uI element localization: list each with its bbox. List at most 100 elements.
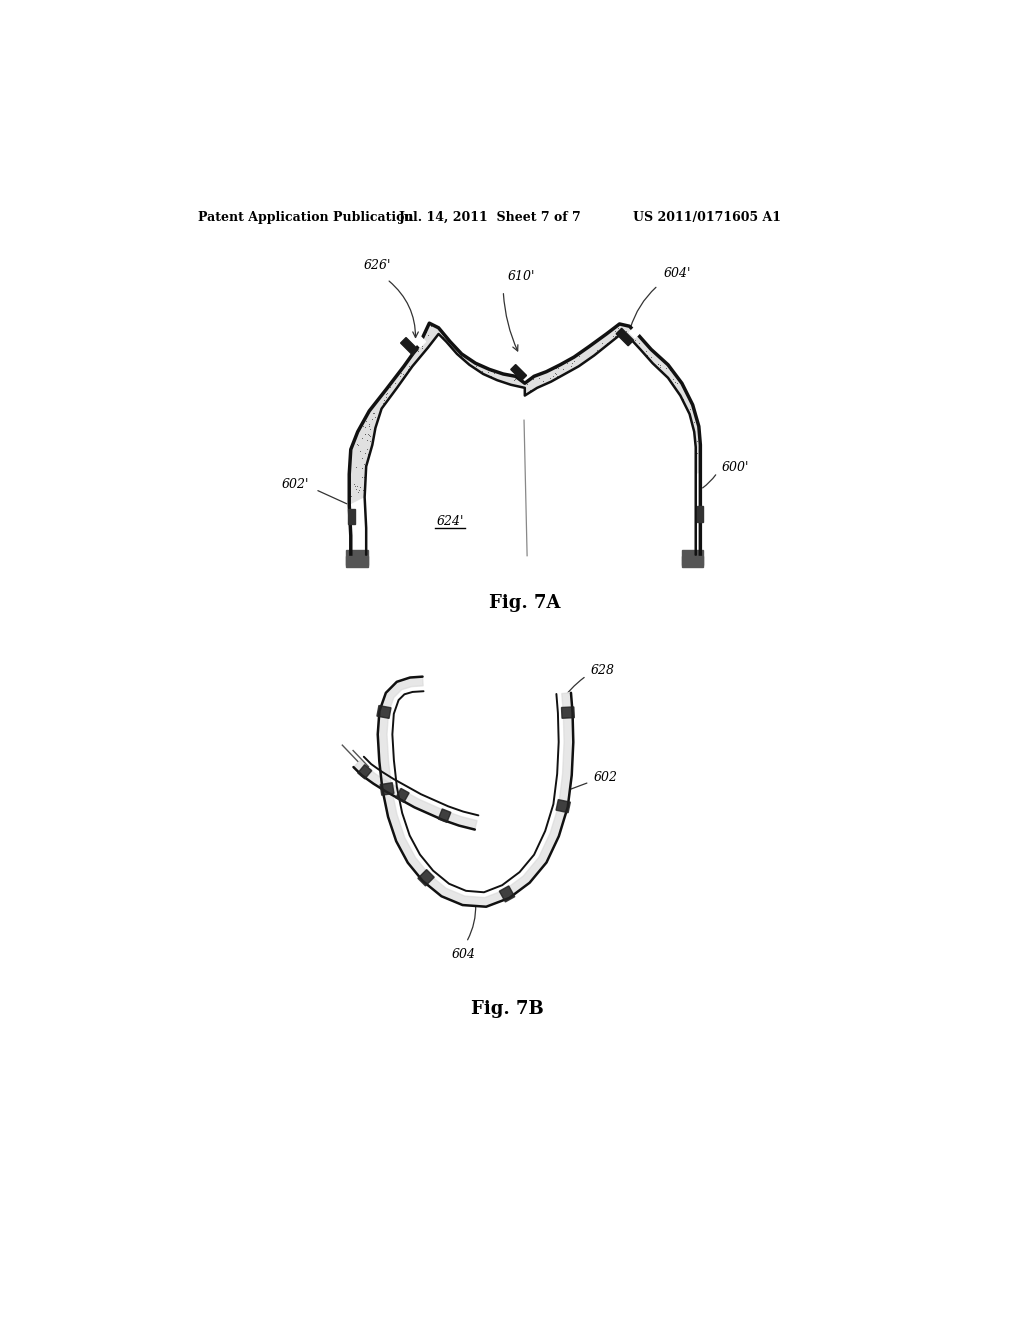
Point: [506, 370, 522, 391]
Polygon shape: [682, 549, 703, 565]
Point: [353, 428, 370, 449]
Point: [347, 475, 364, 496]
Point: [358, 438, 375, 459]
Polygon shape: [500, 886, 515, 902]
Point: [395, 367, 412, 388]
Point: [507, 368, 523, 389]
Point: [589, 341, 605, 362]
Point: [522, 380, 539, 401]
Point: [358, 411, 375, 432]
Point: [414, 338, 430, 359]
Polygon shape: [523, 364, 532, 374]
Polygon shape: [400, 338, 418, 355]
Text: 600': 600': [722, 462, 750, 474]
Point: [358, 430, 375, 451]
Point: [685, 412, 701, 433]
Point: [359, 450, 376, 471]
Point: [599, 333, 615, 354]
Point: [483, 366, 500, 387]
Point: [667, 371, 683, 392]
Point: [353, 447, 370, 469]
Text: 602': 602': [282, 478, 309, 491]
Polygon shape: [351, 552, 358, 566]
Point: [643, 346, 659, 367]
Point: [357, 442, 374, 463]
Point: [378, 387, 394, 408]
Point: [360, 424, 377, 445]
Point: [422, 334, 438, 355]
Point: [513, 372, 529, 393]
Text: 610': 610': [508, 271, 536, 284]
Point: [367, 403, 383, 424]
Point: [365, 403, 381, 424]
Text: Fig. 7A: Fig. 7A: [489, 594, 560, 612]
Polygon shape: [349, 323, 700, 506]
Point: [617, 319, 634, 341]
Polygon shape: [378, 677, 573, 907]
Point: [360, 416, 377, 437]
Point: [545, 366, 561, 387]
Text: 604': 604': [664, 267, 691, 280]
Text: 602: 602: [594, 771, 618, 784]
Point: [367, 407, 383, 428]
Point: [597, 334, 613, 355]
Point: [479, 362, 496, 383]
Point: [355, 416, 372, 437]
Point: [558, 352, 574, 374]
Point: [351, 441, 368, 462]
Point: [391, 363, 408, 384]
Point: [348, 478, 365, 499]
Polygon shape: [377, 705, 391, 718]
Point: [684, 395, 700, 416]
Point: [690, 458, 707, 479]
Polygon shape: [415, 337, 426, 347]
Point: [361, 425, 378, 446]
Polygon shape: [696, 507, 702, 521]
Point: [357, 424, 374, 445]
Point: [570, 346, 587, 367]
Point: [691, 445, 708, 466]
Point: [349, 434, 366, 455]
Point: [482, 360, 499, 381]
Text: Fig. 7B: Fig. 7B: [471, 1001, 544, 1018]
Point: [542, 367, 558, 388]
Point: [356, 424, 373, 445]
Point: [606, 319, 623, 341]
Text: 604: 604: [452, 948, 475, 961]
Polygon shape: [353, 756, 478, 829]
Polygon shape: [378, 677, 573, 907]
Point: [352, 477, 369, 498]
Point: [349, 475, 366, 496]
Point: [418, 321, 434, 342]
Point: [359, 444, 376, 465]
Point: [419, 337, 435, 358]
Point: [376, 389, 392, 411]
Point: [384, 383, 400, 404]
Point: [348, 457, 365, 478]
Point: [355, 467, 372, 488]
Polygon shape: [556, 800, 570, 813]
Point: [684, 395, 700, 416]
Point: [355, 454, 372, 475]
Point: [435, 326, 452, 347]
Point: [356, 417, 373, 438]
Point: [562, 356, 579, 378]
Point: [473, 360, 489, 381]
Point: [529, 376, 546, 397]
Text: 626': 626': [364, 259, 390, 272]
Point: [669, 372, 685, 393]
Point: [662, 359, 678, 380]
Point: [632, 327, 648, 348]
Polygon shape: [365, 334, 695, 554]
Point: [665, 368, 681, 389]
Point: [442, 334, 459, 355]
Point: [689, 430, 706, 451]
Point: [379, 383, 395, 404]
Point: [407, 341, 423, 362]
Point: [594, 333, 610, 354]
Point: [412, 335, 428, 356]
Polygon shape: [396, 788, 410, 803]
Point: [423, 315, 439, 337]
Point: [360, 413, 377, 434]
Point: [652, 356, 669, 378]
